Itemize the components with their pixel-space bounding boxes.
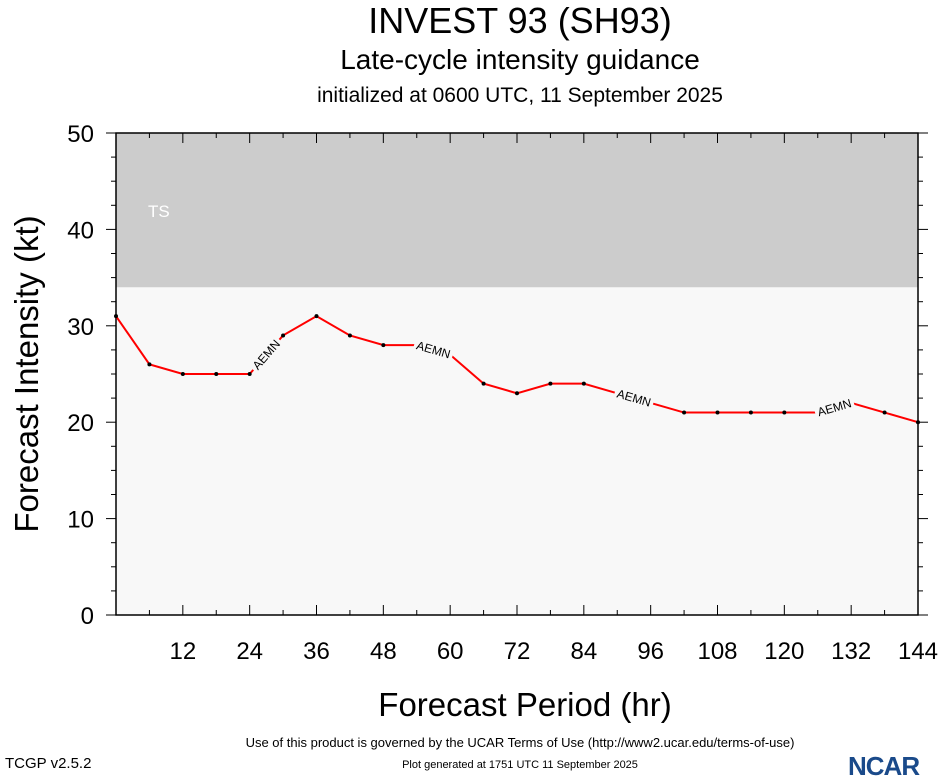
data-point bbox=[715, 410, 720, 415]
x-axis-label: Forecast Period (hr) bbox=[378, 686, 672, 723]
x-tick-label: 108 bbox=[697, 638, 737, 665]
x-tick-label: 24 bbox=[236, 638, 263, 665]
x-tick-label: 132 bbox=[831, 638, 871, 665]
y-tick-label: 20 bbox=[67, 410, 94, 437]
data-point bbox=[381, 343, 386, 348]
x-tick-label: 48 bbox=[370, 638, 397, 665]
chart-subtitle: Late-cycle intensity guidance bbox=[340, 44, 700, 75]
x-tick-label: 120 bbox=[764, 638, 804, 665]
data-point bbox=[748, 410, 753, 415]
chart-title: INVEST 93 (SH93) bbox=[368, 0, 672, 41]
data-point bbox=[481, 381, 486, 386]
data-point bbox=[247, 372, 252, 376]
band-ts bbox=[116, 133, 918, 288]
data-point bbox=[916, 420, 920, 425]
init-time: initialized at 0600 UTC, 11 September 20… bbox=[317, 84, 723, 107]
y-tick-label: 50 bbox=[67, 121, 94, 148]
ncar-logo: NCAR bbox=[848, 751, 920, 780]
data-point bbox=[147, 362, 152, 367]
y-tick-label: 40 bbox=[67, 217, 94, 244]
data-point bbox=[114, 314, 118, 319]
x-tick-label: 72 bbox=[504, 638, 531, 665]
series-label-bg bbox=[612, 385, 656, 411]
y-tick-label: 30 bbox=[67, 314, 94, 341]
y-tick-label: 0 bbox=[81, 603, 94, 630]
series-label-bg bbox=[813, 395, 856, 421]
data-point bbox=[682, 410, 687, 415]
version: TCGP v2.5.2 bbox=[5, 755, 92, 772]
data-point bbox=[882, 410, 887, 415]
generated-time: Plot generated at 1751 UTC 11 September … bbox=[402, 759, 638, 771]
data-point bbox=[782, 410, 787, 415]
data-point bbox=[515, 391, 519, 396]
data-point bbox=[548, 381, 553, 386]
data-point bbox=[180, 372, 185, 376]
data-point bbox=[347, 333, 352, 338]
series-label-bg bbox=[247, 335, 285, 375]
series-label-bg bbox=[412, 337, 455, 363]
y-tick-label: 10 bbox=[67, 507, 94, 534]
data-point bbox=[314, 314, 319, 319]
x-tick-label: 96 bbox=[637, 638, 664, 665]
x-tick-label: 12 bbox=[169, 638, 196, 665]
x-tick-label: 84 bbox=[570, 638, 597, 665]
band-label: TS bbox=[148, 202, 170, 221]
data-point bbox=[214, 372, 219, 376]
x-tick-label: 60 bbox=[437, 638, 464, 665]
x-tick-label: 36 bbox=[303, 638, 330, 665]
data-point bbox=[581, 381, 586, 386]
terms-of-use: Use of this product is governed by the U… bbox=[245, 735, 795, 750]
x-tick-label: 144 bbox=[898, 638, 938, 665]
data-point bbox=[281, 333, 286, 338]
